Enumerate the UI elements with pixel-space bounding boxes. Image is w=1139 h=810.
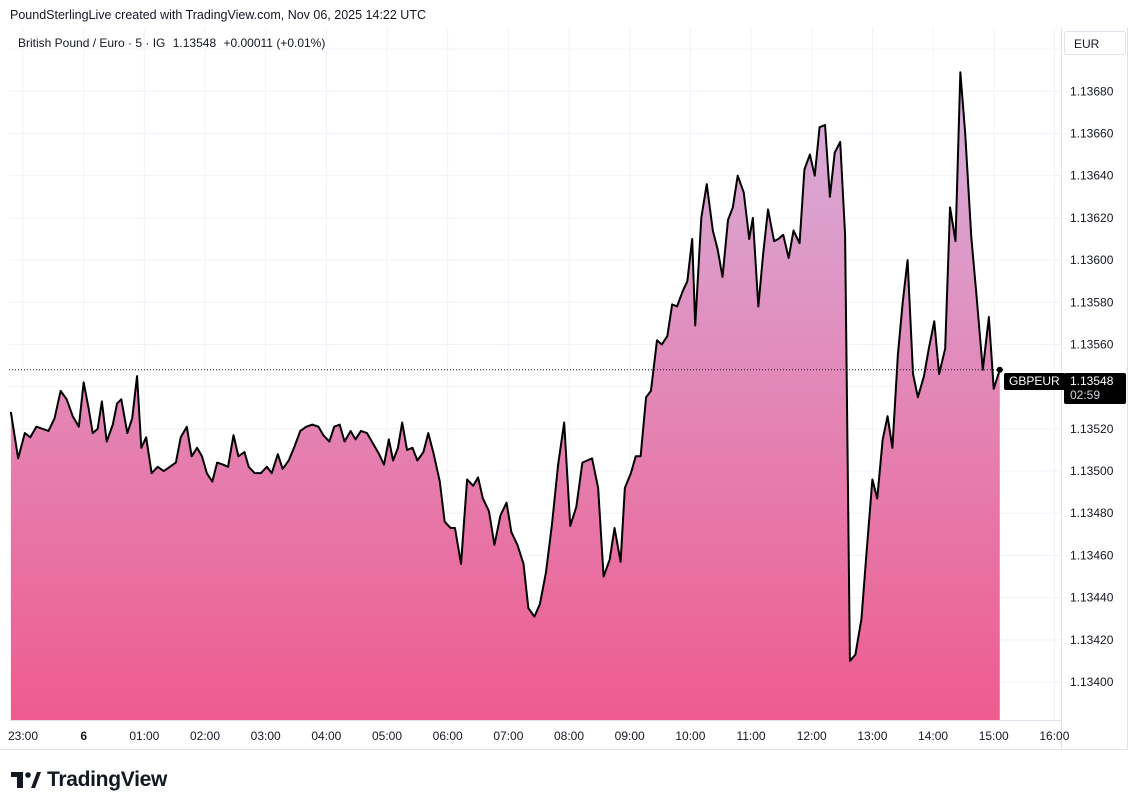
- y-tick-label: 1.13440: [1070, 591, 1114, 605]
- price-chart[interactable]: 1.137001.136801.136601.136401.136201.136…: [0, 28, 1128, 750]
- y-tick-label: 1.13520: [1070, 422, 1114, 436]
- y-tick-label: 1.13500: [1070, 464, 1114, 478]
- symbol-legend[interactable]: British Pound / Euro · 5 · IG 1.13548 +0…: [18, 36, 329, 50]
- last-price-symbol-label: GBPEUR: [1004, 373, 1065, 390]
- y-tick-label: 1.13620: [1070, 211, 1114, 225]
- price-area-fill: [10, 72, 1000, 720]
- chart-attribution: PoundSterlingLive created with TradingVi…: [10, 8, 426, 22]
- bar-countdown: 02:59: [1070, 388, 1101, 402]
- x-tick-label: 08:00: [554, 729, 584, 743]
- price-axis[interactable]: 1.137001.136801.136601.136401.136201.136…: [1070, 42, 1114, 689]
- x-tick-label: 16:00: [1039, 729, 1069, 743]
- last-price-value: 1.13548: [1070, 374, 1114, 388]
- tradingview-logo-text: TradingView: [47, 768, 168, 791]
- x-tick-label: 06:00: [433, 729, 463, 743]
- y-tick-label: 1.13580: [1070, 295, 1114, 309]
- legend-price: 1.13548: [172, 36, 217, 50]
- x-tick-label: 23:00: [8, 729, 38, 743]
- chart-frame[interactable]: 1.137001.136801.136601.136401.136201.136…: [0, 28, 1128, 750]
- x-tick-label: 13:00: [857, 729, 887, 743]
- y-tick-label: 1.13680: [1070, 84, 1114, 98]
- time-axis[interactable]: 23:00 6 01:00 02:00 03:00 04:00 05:00 06:00 07:0…: [8, 729, 1070, 743]
- legend-symbol: British Pound / Euro · 5 · IG: [18, 36, 166, 50]
- x-tick-label: 03:00: [251, 729, 281, 743]
- x-tick-label: 12:00: [797, 729, 827, 743]
- price-line: [9, 71, 1001, 662]
- y-tick-label: 1.13400: [1070, 675, 1114, 689]
- tradingview-logo-icon: [11, 772, 41, 788]
- tradingview-logo[interactable]: TradingView: [11, 768, 167, 792]
- y-tick-label: 1.13660: [1070, 126, 1114, 140]
- y-tick-label: 1.13420: [1070, 633, 1114, 647]
- last-price-label: 1.13548 02:59: [1064, 373, 1126, 404]
- y-tick-label: 1.13640: [1070, 169, 1114, 183]
- legend-change: +0.00011 (+0.01%): [223, 36, 326, 50]
- y-tick-label: 1.13460: [1070, 548, 1114, 562]
- y-tick-label: 1.13480: [1070, 506, 1114, 520]
- x-tick-label: 11:00: [736, 729, 765, 743]
- y-tick-label: 1.13560: [1070, 337, 1114, 351]
- x-tick-label: 10:00: [675, 729, 705, 743]
- x-tick-label: 04:00: [311, 729, 341, 743]
- x-tick-label: 02:00: [190, 729, 220, 743]
- x-tick-label: 01:00: [129, 729, 159, 743]
- y-tick-label: 1.13600: [1070, 253, 1114, 267]
- x-tick-label: 6: [80, 729, 87, 743]
- x-tick-label: 09:00: [615, 729, 645, 743]
- x-tick-label: 15:00: [979, 729, 1009, 743]
- currency-selector[interactable]: EUR: [1064, 31, 1126, 55]
- x-tick-label: 07:00: [493, 729, 523, 743]
- x-tick-label: 05:00: [372, 729, 402, 743]
- x-tick-label: 14:00: [918, 729, 948, 743]
- last-price-dot: [996, 366, 1003, 373]
